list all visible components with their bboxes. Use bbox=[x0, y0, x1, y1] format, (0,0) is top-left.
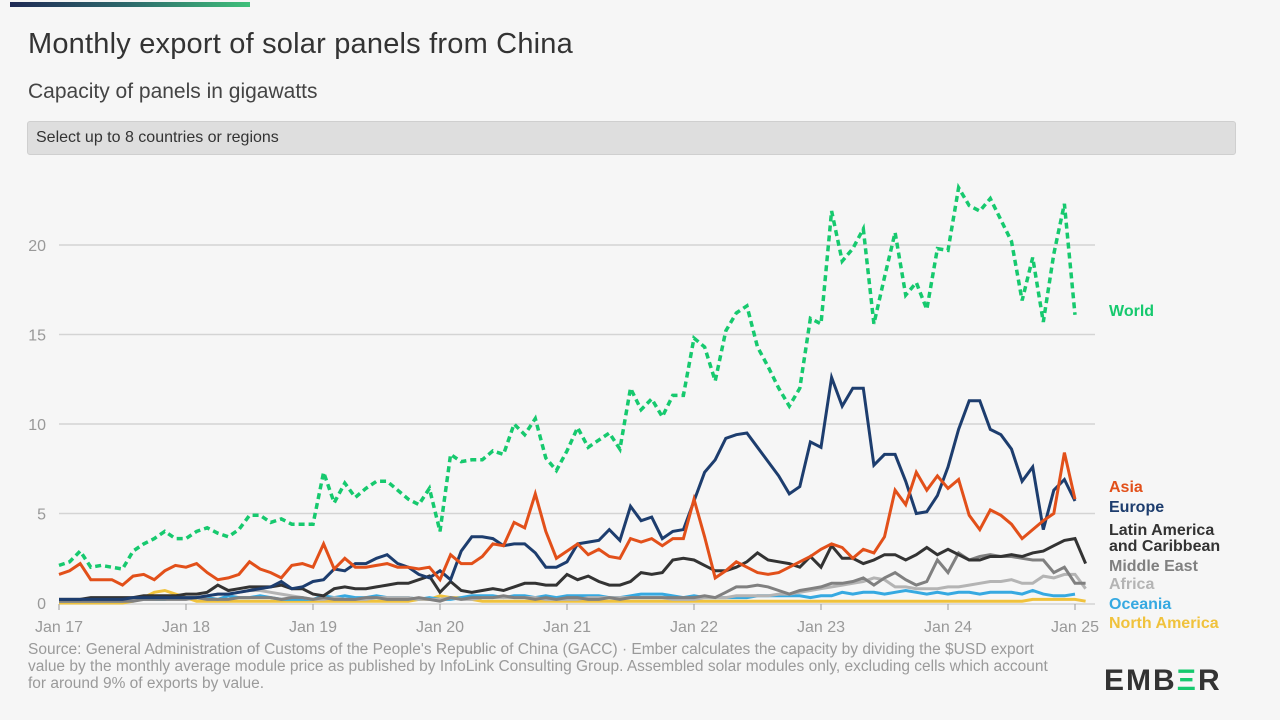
series-label-latin-america-and-caribbean: and Caribbean bbox=[1109, 538, 1220, 555]
series-line-oceania[interactable] bbox=[59, 588, 1076, 603]
series-line-latin-america-and-caribbean[interactable] bbox=[59, 536, 1087, 601]
region-selector-placeholder: Select up to 8 countries or regions bbox=[36, 129, 279, 146]
y-tick-label: 0 bbox=[37, 596, 46, 613]
ember-logo: EMBΞR bbox=[1104, 664, 1222, 698]
x-tick-label: Jan 22 bbox=[670, 619, 718, 636]
logo-accent: Ξ bbox=[1176, 664, 1198, 697]
brand-accent-bar bbox=[10, 2, 250, 7]
series-lines bbox=[58, 182, 1087, 605]
gridlines bbox=[59, 244, 1095, 605]
x-tick-label: Jan 23 bbox=[797, 619, 845, 636]
chart-subtitle: Capacity of panels in gigawatts bbox=[28, 80, 318, 103]
x-tick-label: Jan 17 bbox=[35, 619, 83, 636]
x-tick-label: Jan 19 bbox=[289, 619, 337, 636]
series-line-asia[interactable] bbox=[58, 452, 1077, 587]
series-label-middle-east: Middle East bbox=[1109, 558, 1199, 575]
series-label-africa: Africa bbox=[1109, 576, 1154, 593]
series-line-middle-east[interactable] bbox=[59, 550, 1086, 603]
y-tick-label: 20 bbox=[28, 238, 46, 255]
series-label-north-america: North America bbox=[1109, 615, 1219, 632]
chart-title: Monthly export of solar panels from Chin… bbox=[28, 28, 573, 60]
y-axis: 0 5 10 15 20 bbox=[28, 238, 46, 613]
logo-suffix: R bbox=[1197, 664, 1222, 697]
series-line-europe[interactable] bbox=[59, 371, 1077, 601]
x-tick-label: Jan 24 bbox=[924, 619, 972, 636]
series-line-world[interactable] bbox=[58, 182, 1077, 571]
series-label-latin-america-and-caribbean: Latin America bbox=[1109, 522, 1214, 539]
series-label-europe: Europe bbox=[1109, 499, 1164, 516]
y-tick-label: 5 bbox=[37, 507, 46, 524]
x-tick-label: Jan 25 bbox=[1051, 619, 1099, 636]
region-selector[interactable]: Select up to 8 countries or regions bbox=[27, 121, 1236, 155]
x-axis: Jan 17 Jan 18 Jan 19 Jan 20 Jan 21 Jan 22 Jan … bbox=[35, 604, 1099, 636]
series-label-asia: Asia bbox=[1109, 479, 1143, 496]
x-tick-label: Jan 21 bbox=[543, 619, 591, 636]
x-tick-label: Jan 18 bbox=[162, 619, 210, 636]
series-label-oceania: Oceania bbox=[1109, 596, 1171, 613]
y-tick-label: 10 bbox=[28, 417, 46, 434]
series-label-world: World bbox=[1109, 303, 1154, 320]
logo-prefix: EMB bbox=[1104, 664, 1177, 697]
series-line-north-america[interactable] bbox=[59, 588, 1086, 605]
source-note: Source: General Administration of Custom… bbox=[28, 641, 1048, 692]
x-tick-label: Jan 20 bbox=[416, 619, 464, 636]
y-tick-label: 15 bbox=[28, 328, 46, 345]
